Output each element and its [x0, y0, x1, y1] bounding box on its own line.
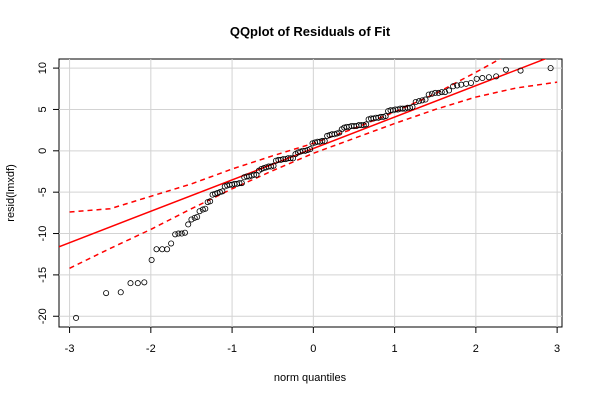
- y-tick-label: 0: [37, 148, 49, 154]
- chart-title: QQplot of Residuals of Fit: [230, 24, 391, 39]
- y-tick-label: 5: [37, 106, 49, 112]
- point: [435, 89, 442, 96]
- point: [412, 99, 419, 106]
- x-tick-label: -2: [146, 343, 156, 355]
- point: [454, 82, 461, 89]
- point: [202, 205, 209, 212]
- y-tick-label: -20: [37, 308, 49, 324]
- confidence-band: [69, 59, 502, 213]
- point: [148, 256, 155, 263]
- x-tick-label: -3: [65, 343, 75, 355]
- x-tick-label: -1: [227, 343, 237, 355]
- point: [479, 75, 486, 82]
- point: [185, 221, 192, 228]
- plot-area: [59, 59, 558, 321]
- point: [159, 246, 166, 253]
- point: [547, 65, 554, 72]
- point: [181, 229, 188, 236]
- point: [219, 188, 226, 195]
- point: [419, 97, 426, 104]
- point: [409, 103, 416, 110]
- y-tick-label: -10: [37, 226, 49, 242]
- confidence-band: [69, 81, 558, 269]
- point: [164, 246, 171, 253]
- plot-frame: [58, 58, 563, 328]
- point: [415, 98, 422, 105]
- point: [216, 189, 223, 196]
- point: [236, 180, 243, 187]
- point: [467, 79, 474, 86]
- point: [270, 162, 277, 169]
- point: [73, 314, 80, 321]
- point: [473, 75, 480, 82]
- point: [432, 89, 439, 96]
- point: [172, 231, 179, 238]
- point: [493, 73, 500, 80]
- point: [153, 246, 160, 253]
- point: [517, 67, 524, 74]
- point: [319, 137, 326, 144]
- y-tick-label: -5: [37, 187, 49, 197]
- x-axis-label: norm quantiles: [274, 372, 347, 384]
- point: [321, 137, 328, 144]
- point: [428, 90, 435, 97]
- point: [188, 216, 195, 223]
- point: [422, 96, 429, 103]
- point: [502, 66, 509, 73]
- y-tick-label: -15: [37, 267, 49, 283]
- y-tick-label: 10: [37, 62, 49, 74]
- point: [333, 130, 340, 137]
- point: [251, 171, 258, 178]
- point: [287, 155, 294, 162]
- point: [446, 87, 453, 94]
- point: [134, 280, 141, 287]
- point: [178, 230, 185, 237]
- point: [382, 113, 389, 120]
- x-tick-label: 1: [392, 343, 398, 355]
- point: [168, 240, 175, 247]
- point: [175, 230, 182, 237]
- point: [463, 80, 470, 87]
- point: [380, 113, 387, 120]
- point: [450, 83, 457, 90]
- point: [304, 146, 311, 153]
- x-tick-label: 2: [473, 343, 479, 355]
- point: [407, 104, 414, 111]
- point: [141, 279, 148, 286]
- point: [438, 89, 445, 96]
- point: [117, 289, 124, 296]
- x-tick-label: 0: [310, 343, 316, 355]
- y-axis-label: resid(lmxdf): [5, 164, 17, 221]
- point: [204, 199, 211, 206]
- point: [441, 89, 448, 96]
- point: [207, 198, 214, 205]
- point: [127, 280, 134, 287]
- x-tick-label: 3: [554, 343, 560, 355]
- point: [199, 206, 206, 213]
- point: [191, 214, 198, 221]
- point: [425, 91, 432, 98]
- point: [238, 180, 245, 187]
- point: [268, 163, 275, 170]
- point: [307, 146, 314, 153]
- point: [103, 290, 110, 297]
- point: [194, 213, 201, 220]
- point: [196, 208, 203, 215]
- point: [363, 121, 370, 128]
- point: [485, 74, 492, 81]
- point: [360, 122, 367, 129]
